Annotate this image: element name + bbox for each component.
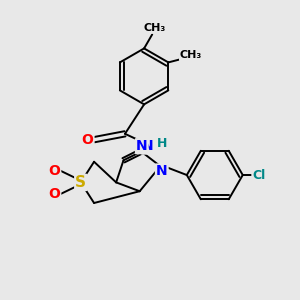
Text: N: N xyxy=(142,140,154,154)
Text: O: O xyxy=(48,164,60,178)
Text: CH₃: CH₃ xyxy=(143,23,166,33)
Text: O: O xyxy=(48,187,60,201)
Text: H: H xyxy=(157,137,168,150)
Text: N: N xyxy=(136,139,148,153)
Text: O: O xyxy=(82,133,94,147)
Text: Cl: Cl xyxy=(252,169,266,182)
Text: S: S xyxy=(75,175,86,190)
Text: CH₃: CH₃ xyxy=(180,50,202,60)
Text: N: N xyxy=(156,164,168,178)
